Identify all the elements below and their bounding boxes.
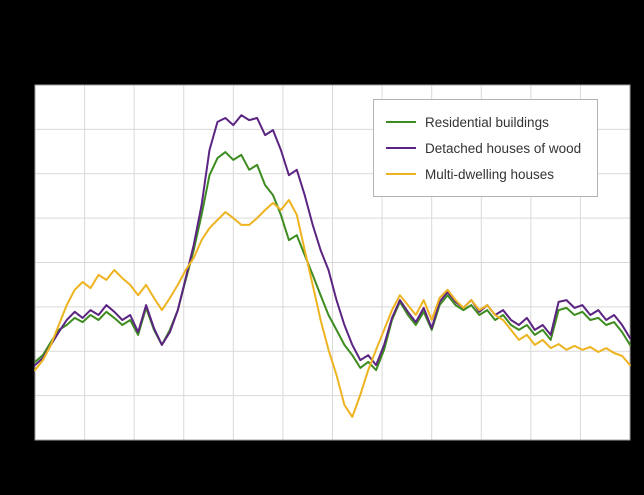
legend-item: Multi-dwelling houses [386, 161, 581, 187]
plot-border [34, 84, 631, 441]
legend: Residential buildings Detached houses of… [373, 99, 599, 197]
legend-label: Detached houses of wood [425, 140, 582, 156]
legend-label: Residential buildings [425, 114, 549, 130]
legend-item: Residential buildings [386, 109, 581, 135]
series-line-residential-buildings [34, 151, 631, 372]
legend-label: Multi-dwelling houses [425, 166, 555, 182]
legend-swatch-residential-buildings [386, 121, 416, 123]
legend-item: Detached houses of wood [386, 135, 581, 161]
legend-swatch-detached-houses-of-wood [386, 147, 416, 149]
series-line-detached-houses-of-wood [34, 114, 631, 367]
series-line-multi-dwelling-houses [34, 199, 631, 418]
legend-swatch-multi-dwelling-houses [386, 173, 416, 175]
